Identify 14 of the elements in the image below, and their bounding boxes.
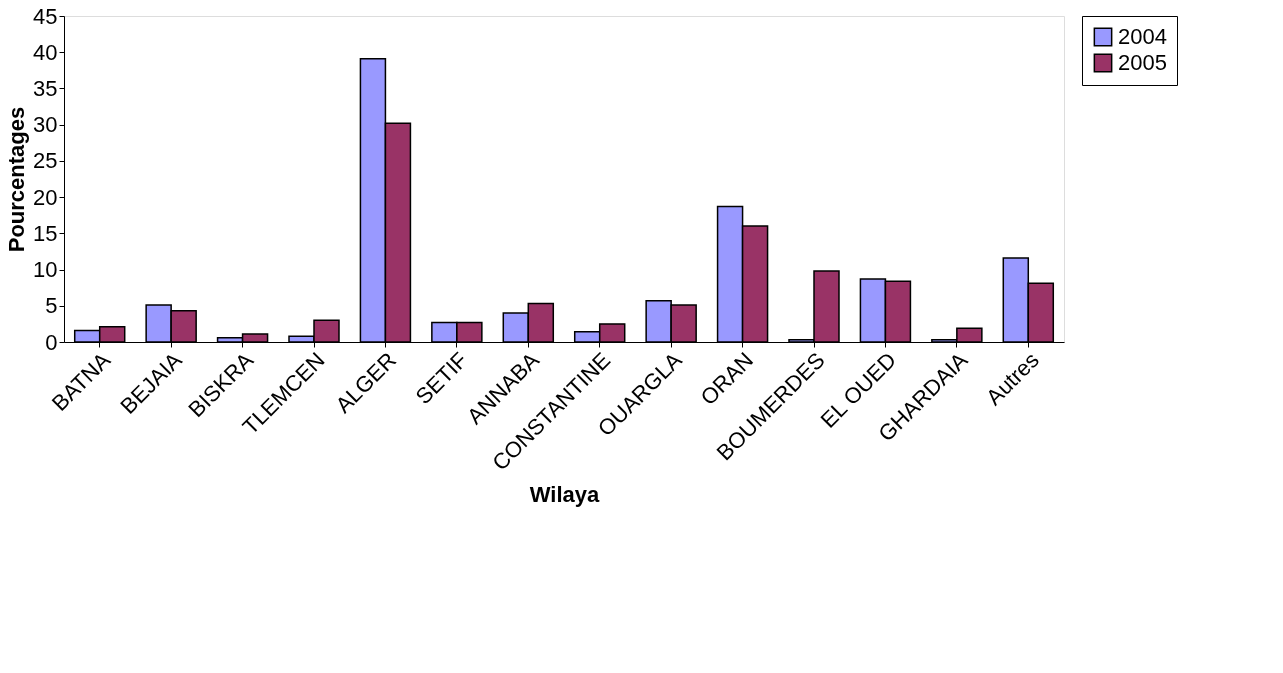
legend-label: 2005	[1118, 50, 1167, 75]
x-axis-title: Wilaya	[529, 481, 601, 507]
y-tick-label: 25	[33, 148, 58, 174]
y-tick-label: 20	[33, 184, 58, 210]
y-tick-label: 35	[33, 75, 58, 101]
y-tick-label: 15	[33, 220, 58, 246]
y-tick-label: 10	[33, 257, 58, 283]
y-tick-label: 0	[45, 329, 58, 355]
y-tick-label: 5	[45, 293, 58, 319]
y-tick-label: 40	[33, 39, 58, 65]
y-axis-title: Pourcentages	[4, 106, 30, 253]
legend-label: 2004	[1118, 24, 1167, 49]
y-tick-label: 45	[33, 3, 58, 29]
y-tick-label: 30	[33, 112, 58, 138]
